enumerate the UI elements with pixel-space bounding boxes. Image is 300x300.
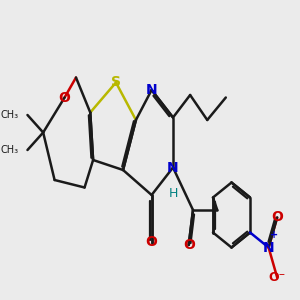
Text: +: + (270, 230, 278, 240)
Text: H: H (169, 187, 178, 200)
Text: S: S (111, 76, 121, 89)
Text: O⁻: O⁻ (268, 271, 286, 284)
Text: O: O (58, 91, 70, 104)
Text: O: O (271, 211, 283, 224)
Text: N: N (263, 241, 274, 254)
Text: O: O (146, 236, 158, 250)
Text: CH₃: CH₃ (1, 145, 19, 155)
Text: N: N (146, 83, 158, 97)
Text: N: N (167, 160, 179, 175)
Text: O: O (183, 238, 195, 252)
Text: CH₃: CH₃ (1, 110, 19, 120)
